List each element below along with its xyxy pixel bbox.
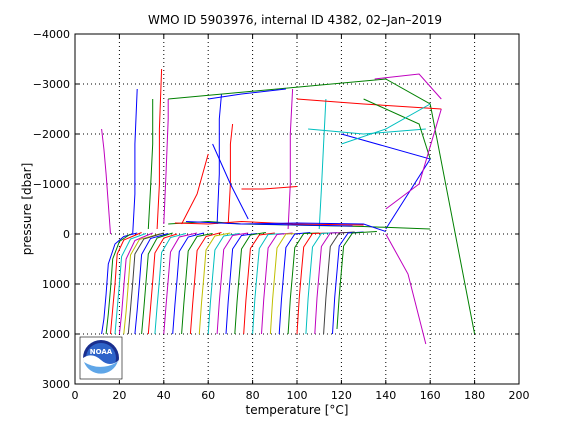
profile-line-28: [305, 232, 338, 335]
x-tick-label: 160: [420, 389, 441, 402]
profile-line-13: [172, 232, 204, 335]
y-tick-label: 0: [63, 228, 70, 241]
profile-line-32: [336, 231, 377, 330]
x-tick-label: 0: [72, 389, 79, 402]
x-tick-label: 60: [201, 389, 215, 402]
profile-line-9: [141, 232, 173, 335]
profile-line-4: [114, 233, 147, 335]
noaa-logo-text: NOAA: [90, 348, 113, 356]
profiles-group: [101, 68, 476, 345]
profile-line-17: [207, 233, 240, 335]
profile-line-36: [156, 68, 163, 230]
profile-line-37: [163, 99, 169, 225]
profile-line-54: [363, 98, 431, 160]
ticks: [74, 33, 520, 385]
x-tick-label: 40: [157, 389, 171, 402]
profile-line-11: [154, 233, 187, 335]
profile-line-50: [385, 233, 427, 345]
profile-line-30: [323, 231, 355, 335]
profile-line-29: [314, 232, 346, 335]
profile-line-27: [296, 232, 329, 335]
profile-line-57: [241, 186, 298, 190]
profile-line-49: [185, 221, 386, 232]
profile-line-53: [212, 143, 249, 220]
x-axis-label: temperature [°C]: [246, 403, 349, 417]
profile-line-48: [174, 220, 364, 226]
profile-line-31: [332, 231, 364, 335]
profile-line-1: [101, 232, 138, 335]
profile-line-5: [118, 232, 153, 335]
profile-line-40: [287, 88, 294, 230]
profile-line-56: [341, 103, 431, 145]
profile-line-22: [252, 233, 284, 335]
profile-line-25: [278, 232, 311, 335]
x-tick-label: 180: [464, 389, 485, 402]
profile-line-21: [243, 232, 275, 335]
profile-line-20: [234, 232, 266, 335]
x-tick-label: 140: [375, 389, 396, 402]
profile-line-19: [225, 233, 258, 335]
profile-line-51: [208, 88, 286, 100]
profile-line-2: [105, 233, 131, 335]
profile-line-39: [227, 123, 234, 225]
x-tick-labels: 0 20 40 60 80 100 120 140 160 180 200: [72, 389, 530, 402]
profile-line-42: [168, 78, 476, 335]
profile-line-43: [374, 73, 442, 100]
profile-line-3: [110, 232, 142, 335]
profile-line-55: [385, 108, 442, 210]
y-tick-label: 3000: [42, 378, 70, 391]
profile-line-8: [134, 233, 169, 335]
profile-line-38: [216, 93, 222, 225]
profile-line-58: [252, 223, 353, 227]
profile-line-41: [318, 98, 327, 230]
profile-line-16: [198, 232, 231, 335]
profile-line-46: [308, 128, 426, 135]
profile-line-52: [181, 153, 209, 225]
chart-title: WMO ID 5903976, internal ID 4382, 02–Jan…: [148, 13, 442, 27]
y-tick-label: −4000: [33, 28, 70, 41]
x-tick-label: 20: [112, 389, 126, 402]
profile-line-24: [269, 233, 302, 335]
x-tick-label: 100: [287, 389, 308, 402]
profile-line-15: [189, 232, 222, 335]
profile-line-33: [101, 128, 111, 235]
x-tick-label: 80: [246, 389, 260, 402]
y-tick-label: −2000: [33, 128, 70, 141]
profile-line-7: [127, 232, 164, 335]
y-tick-label: 2000: [42, 328, 70, 341]
profile-line-34: [132, 88, 138, 235]
y-tick-label: −1000: [33, 178, 70, 191]
y-axis-label: pressure [dbar]: [20, 163, 34, 256]
profile-line-44: [296, 98, 442, 110]
y-tick-labels: −4000 −3000 −2000 −1000 0 1000 2000 3000: [33, 28, 70, 391]
x-tick-label: 120: [331, 389, 352, 402]
profile-line-35: [147, 99, 154, 230]
profile-line-23: [261, 232, 293, 335]
profile-line-18: [216, 232, 249, 335]
y-tick-label: −3000: [33, 78, 70, 91]
x-tick-label: 200: [509, 389, 530, 402]
profile-line-14: [181, 233, 213, 335]
profile-line-12: [163, 232, 198, 335]
noaa-logo-icon: NOAA: [79, 336, 123, 380]
profile-line-26: [287, 232, 320, 335]
y-tick-label: 1000: [42, 278, 70, 291]
profile-line-6: [123, 233, 160, 335]
profile-line-10: [147, 233, 178, 335]
